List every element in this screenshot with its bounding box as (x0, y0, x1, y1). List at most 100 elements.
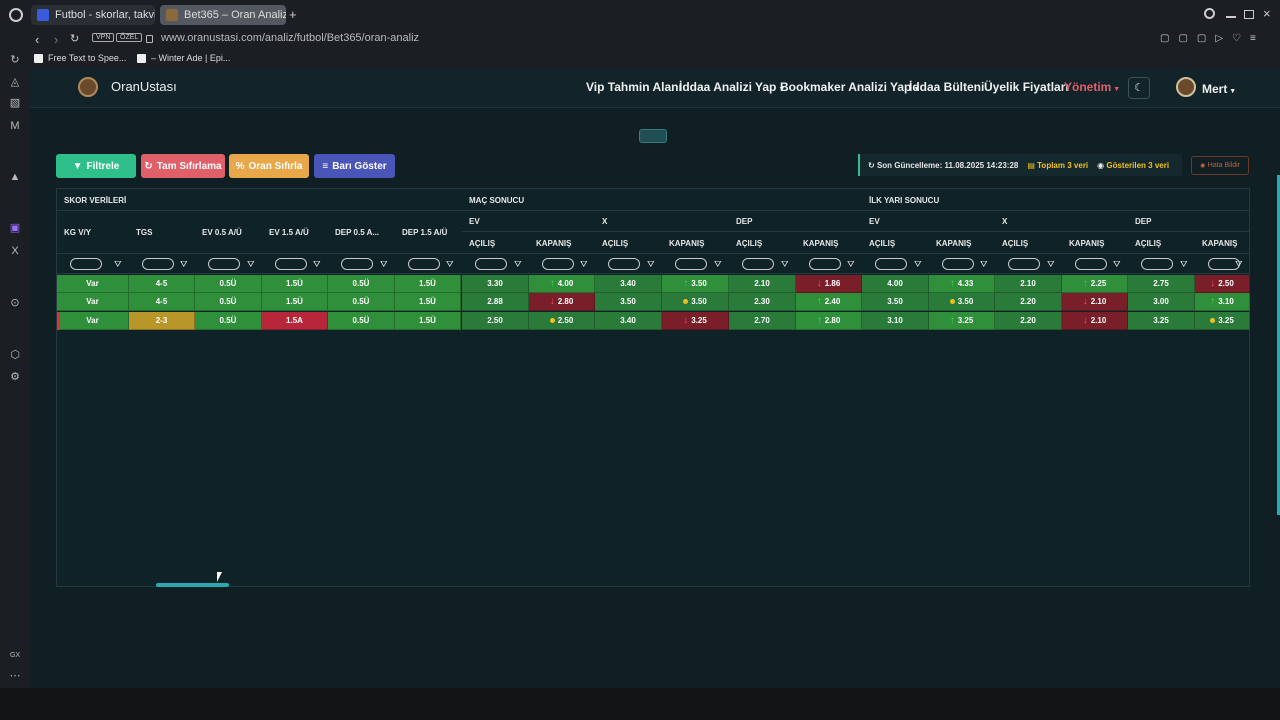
button-label: Oran Sıfırla (248, 160, 303, 172)
filter-funnel-icon[interactable]: ⛛ (247, 259, 255, 269)
subgroup-header: EV (869, 216, 880, 226)
column-filter-input[interactable] (1208, 258, 1240, 270)
close-icon[interactable]: × (1263, 6, 1271, 21)
table-cell: 3.30 (462, 275, 529, 293)
nav-bookmaker[interactable]: Bookmaker Analizi Yap ▼ (780, 80, 920, 94)
nav-yonetim[interactable]: Yönetim ▼ (1064, 80, 1120, 94)
collapse-toggle[interactable] (639, 129, 667, 143)
browser-tab[interactable]: Futbol - skorlar, takvim & (31, 5, 155, 25)
theme-toggle-moon-icon[interactable]: ☾ (1128, 77, 1150, 99)
column-filter-input[interactable] (1141, 258, 1173, 270)
column-filter-input[interactable] (208, 258, 240, 270)
column-filter-input[interactable] (341, 258, 373, 270)
search-icon[interactable] (1204, 8, 1215, 19)
more-icon[interactable]: ⋯ (9, 670, 21, 682)
odds-table (56, 188, 1250, 587)
filter-funnel-icon[interactable]: ⛛ (580, 259, 588, 269)
brand-name[interactable]: OranUstası (111, 79, 177, 94)
bookmark-link[interactable]: – Winter Ade | Epi... (151, 53, 231, 63)
filter-funnel-icon[interactable]: ⛛ (847, 259, 855, 269)
filter-funnel-icon[interactable]: ⛛ (1180, 259, 1188, 269)
caret-down-icon: ▼ (911, 86, 921, 93)
column-filter-input[interactable] (1075, 258, 1107, 270)
maximize-icon[interactable] (1244, 10, 1254, 19)
bookmark-link[interactable]: Free Text to Spee... (48, 53, 127, 63)
column-filter-input[interactable] (70, 258, 102, 270)
user-avatar[interactable] (1176, 77, 1196, 97)
table-cell: 0.5Ü (195, 293, 262, 311)
column-filter-input[interactable] (742, 258, 774, 270)
nav-vip[interactable]: Vip Tahmin Alanı (586, 80, 682, 94)
column-filter-input[interactable] (275, 258, 307, 270)
player-play-icon[interactable]: ⊙ (10, 297, 20, 309)
forward-icon[interactable]: › (54, 32, 59, 47)
horizontal-scrollbar[interactable] (156, 583, 229, 587)
column-filter-input[interactable] (542, 258, 574, 270)
url-input[interactable]: www.oranustasi.com/analiz/futbol/Bet365/… (161, 32, 420, 44)
user-menu[interactable]: Mert ▼ (1202, 82, 1236, 96)
table-cell: 4-5 (129, 293, 195, 311)
player-icon[interactable]: ▧ (9, 97, 21, 109)
filter-funnel-icon[interactable]: ⛛ (380, 259, 388, 269)
reload-icon[interactable]: ↻ (70, 33, 80, 45)
logo-icon[interactable] (78, 77, 98, 97)
button-label: Tam Sıfırlama (156, 160, 222, 172)
filter-button[interactable]: ▼ Filtrele (56, 154, 136, 178)
column-filter-input[interactable] (475, 258, 507, 270)
table-cell: 2-3 (129, 312, 195, 330)
filter-funnel-icon[interactable]: ⛛ (1047, 259, 1055, 269)
arrow-up-icon: ↑ (549, 278, 555, 289)
history-icon[interactable]: ↻ (10, 54, 20, 66)
filter-funnel-icon[interactable]: ⛛ (313, 259, 321, 269)
odds-value: 2.20 (1020, 316, 1036, 325)
filter-funnel-icon[interactable]: ⛛ (980, 259, 988, 269)
database-icon: ▤ (1027, 160, 1038, 170)
twitch-icon[interactable]: ▣ (9, 222, 21, 234)
column-filter-input[interactable] (942, 258, 974, 270)
private-badge[interactable]: ÖZEL (116, 33, 143, 42)
full-reset-button[interactable]: ↻ Tam Sıfırlama (141, 154, 225, 178)
table-cell: 0.5Ü (328, 312, 395, 330)
filter-funnel-icon[interactable]: ⛛ (1113, 259, 1121, 269)
filter-funnel-icon[interactable]: ⛛ (514, 259, 522, 269)
back-icon[interactable]: ‹ (35, 32, 40, 47)
nav-uyelik[interactable]: Üyelik Fiyatları (984, 80, 1069, 94)
column-filter-input[interactable] (809, 258, 841, 270)
yellow-dot-icon (683, 299, 689, 304)
column-filter-input[interactable] (1008, 258, 1040, 270)
vertical-scrollbar[interactable] (1277, 175, 1280, 515)
show-bar-button[interactable]: ≡ Barı Göster (314, 154, 395, 178)
column-filter-input[interactable] (608, 258, 640, 270)
arrow-up-icon: ↑ (949, 278, 955, 289)
subgroup-header: DEP (736, 216, 753, 226)
filter-funnel-icon[interactable]: ⛛ (781, 259, 789, 269)
ai-icon[interactable]: ◬ (10, 76, 20, 88)
filter-funnel-icon[interactable]: ⛛ (647, 259, 655, 269)
extensions-icons[interactable]: ▢▢▢▷♡≡ (1160, 33, 1265, 44)
filter-funnel-icon[interactable]: ⛛ (914, 259, 922, 269)
filter-funnel-icon[interactable]: ⛛ (446, 259, 454, 269)
vpn-badge[interactable]: VPN (92, 33, 115, 42)
filter-funnel-icon[interactable]: ⛛ (114, 259, 122, 269)
nav-bulten[interactable]: İddaa Bülteni (909, 80, 985, 94)
x-icon[interactable]: X (11, 245, 19, 257)
column-filter-input[interactable] (142, 258, 174, 270)
report-error-button[interactable]: ✹ Hata Bildir (1191, 156, 1249, 175)
column-filter-input[interactable] (675, 258, 707, 270)
nav-iddaa-analizi[interactable]: İddaa Analizi Yap ▼ (679, 80, 785, 94)
m-icon[interactable]: M (10, 120, 20, 132)
table-cell: 3.50 (929, 293, 995, 311)
browser-tab-active[interactable]: Bet365 – Oran Analizi (160, 5, 286, 25)
filter-funnel-icon[interactable]: ⛛ (180, 259, 188, 269)
filter-funnel-icon[interactable]: ⛛ (714, 259, 722, 269)
opera-logo-icon[interactable] (9, 8, 23, 22)
odds-reset-button[interactable]: % Oran Sıfırla (229, 154, 309, 178)
extensions-icon[interactable]: ⬡ (10, 349, 20, 361)
minimize-icon[interactable] (1226, 16, 1236, 18)
column-filter-input[interactable] (408, 258, 440, 270)
filter-funnel-icon[interactable]: ⛛ (1235, 259, 1243, 269)
settings-gear-icon[interactable]: ⚙ (10, 371, 20, 383)
aria-icon[interactable]: ▲ (9, 171, 21, 183)
new-tab-plus-icon[interactable]: + (289, 7, 297, 22)
column-filter-input[interactable] (875, 258, 907, 270)
